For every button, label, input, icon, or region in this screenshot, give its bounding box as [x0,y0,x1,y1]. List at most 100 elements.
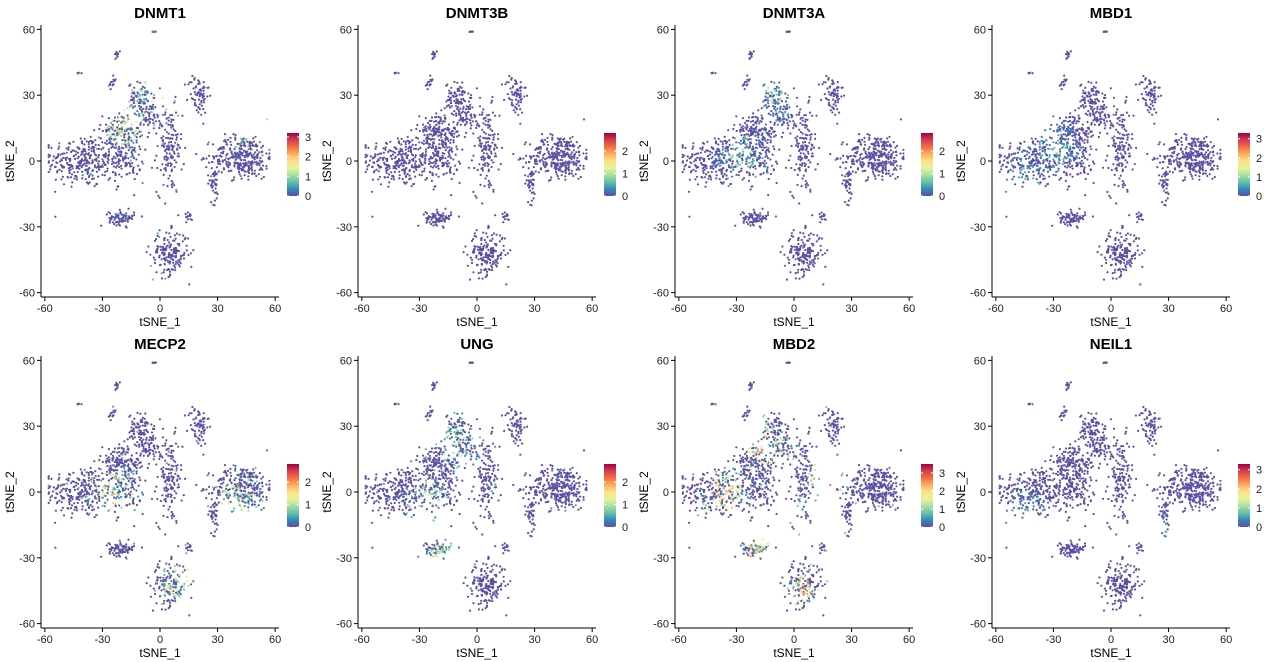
cell-point [500,83,503,86]
cell-point [852,154,855,157]
cell-point [446,98,450,102]
cell-point [753,129,756,132]
cell-point [800,238,803,242]
cell-point [73,157,77,160]
cell-point [896,164,899,167]
cell-point [143,118,146,121]
cell-point [767,177,770,181]
cell-point [854,171,857,174]
cell-point [832,93,836,96]
cell-point [806,184,810,187]
cell-point [760,173,763,176]
cell-point [404,148,407,151]
cell-point [822,214,825,218]
cell-point [711,151,714,154]
cell-point [130,155,133,158]
cell-point [414,143,417,147]
cell-point [866,178,869,181]
cell-point [774,160,778,163]
cell-point [710,157,713,160]
x-tick-label: 60 [586,303,598,315]
cell-point [795,252,798,255]
cell-point [782,115,785,118]
cell-point [576,156,579,160]
cell-point [129,98,133,102]
cell-point [165,122,168,125]
cell-point [385,171,388,175]
cell-point [735,164,738,167]
cell-point [123,133,127,136]
cell-point [111,128,114,131]
cell-point [727,129,730,132]
cell-point [251,172,254,176]
cell-point [832,88,835,91]
cell-point [804,170,807,173]
cell-point [80,72,83,75]
cell-point [786,30,789,33]
y-tick-label: -30 [336,222,352,234]
cell-point [740,167,743,170]
cell-point [210,167,213,170]
cell-point [557,177,560,180]
cell-point [880,140,883,143]
cell-point [213,173,216,176]
cell-point [742,217,745,220]
cell-point [494,144,497,147]
cell-point [889,174,892,178]
cell-point [473,232,476,235]
cell-point [493,261,496,264]
cell-point [792,196,795,199]
cell-point [546,140,549,143]
cell-point [567,166,570,169]
cell-point [551,158,554,161]
cell-point [178,233,181,236]
cell-point [211,186,214,189]
cell-point [230,143,233,146]
y-axis-label: tSNE_2 [637,140,651,182]
cell-point [170,140,173,144]
cell-point [809,260,812,263]
cell-point [690,169,693,172]
cell-point [805,124,808,127]
cell-point [447,95,450,98]
cell-point [67,146,70,149]
cell-point [488,148,491,151]
cell-point [133,213,136,217]
cell-point [243,154,246,157]
cell-point [126,146,129,149]
cell-point [198,95,201,98]
cell-point [469,103,472,106]
cell-point [153,159,156,162]
colorbar-tick-label: 0 [622,191,628,203]
cell-point [116,138,119,141]
cell-point [767,99,770,102]
cell-point [422,130,425,133]
cell-point [95,182,99,186]
cell-point [846,203,849,206]
cell-point [859,160,862,163]
cell-point [87,145,90,148]
cell-point [794,136,797,140]
cell-point [582,167,585,170]
cell-point [388,181,391,184]
cell-point [839,166,842,169]
cell-point [477,272,480,275]
cell-point [796,271,799,274]
cell-point [842,179,845,182]
cell-point [163,268,166,271]
cell-point [797,247,800,250]
cell-point [138,112,141,115]
cell-point [165,256,168,259]
cell-point [426,135,429,139]
cell-point [549,178,552,181]
cell-point [155,190,158,193]
cell-point [564,160,567,163]
cell-point [883,142,886,145]
cell-point [64,158,68,161]
cell-point [442,120,445,123]
cell-point [699,156,702,159]
cell-point [238,173,241,176]
cell-point [59,153,62,156]
cell-point [445,172,448,175]
cell-point [155,154,158,157]
